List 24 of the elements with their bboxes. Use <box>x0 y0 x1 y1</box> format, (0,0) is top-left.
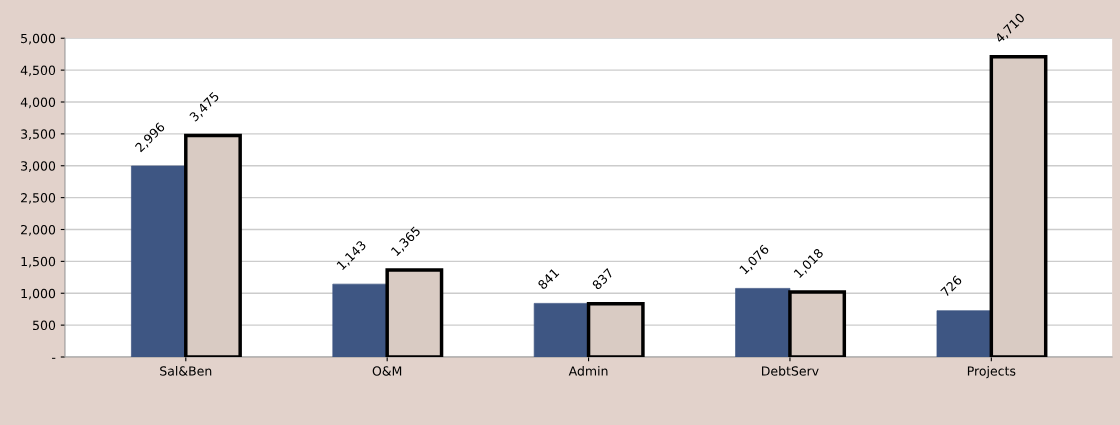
data-label: 837 <box>591 267 614 291</box>
y-tick-label: 3,500 <box>21 129 56 141</box>
x-tick-label: DebtServ <box>762 366 819 376</box>
x-tick-label: Sal&Ben <box>160 366 212 376</box>
y-tick-label: 2,500 <box>21 193 56 204</box>
y-tick-label: 4,500 <box>20 65 56 77</box>
data-label: 726 <box>940 274 963 298</box>
y-tick-label: 5,000 <box>21 33 56 45</box>
x-tick-label: O&M <box>372 366 402 376</box>
x-tick-label: Admin <box>568 366 608 376</box>
bar <box>533 303 589 357</box>
y-tick-label: 4,000 <box>20 97 56 109</box>
bar <box>735 288 791 357</box>
bar <box>332 283 388 357</box>
y-tick-label: 1,500 <box>21 256 56 268</box>
y-tick-label: 3,000 <box>21 161 56 172</box>
bar <box>936 310 992 357</box>
y-tick-label: - <box>52 357 56 359</box>
y-tick-label: 500 <box>33 320 56 331</box>
y-tick-label: 2,000 <box>21 224 56 236</box>
data-label: 841 <box>537 267 560 290</box>
y-tick-label: 1,000 <box>21 288 56 300</box>
x-tick-label: Projects <box>967 366 1016 379</box>
bar <box>131 165 187 357</box>
